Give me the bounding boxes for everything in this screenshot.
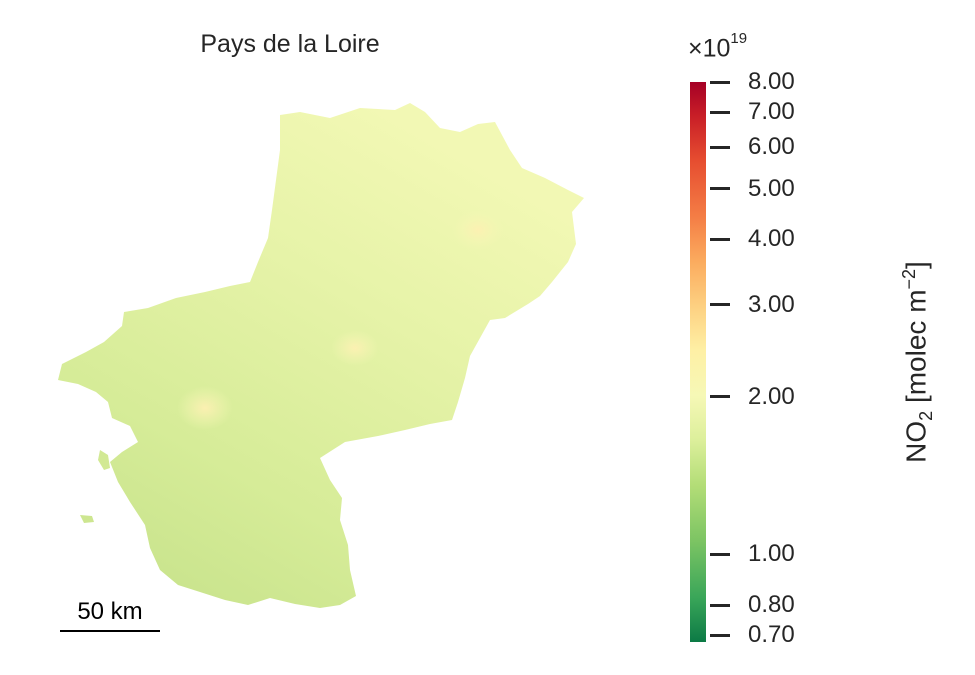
colorbar-tick-label: 2.00 bbox=[748, 382, 795, 410]
colorbar-tick-label: 6.00 bbox=[748, 133, 795, 161]
label-sup: −2 bbox=[899, 268, 920, 290]
colorbar-multiplier: ×1019 bbox=[688, 30, 747, 63]
colorbar-tick bbox=[710, 603, 730, 607]
hotspot-nantes bbox=[177, 386, 233, 430]
label-end: ] bbox=[900, 261, 932, 269]
colorbar-tick-label: 0.70 bbox=[748, 621, 795, 649]
label-sub: 2 bbox=[915, 410, 936, 421]
colorbar-tick bbox=[710, 145, 730, 149]
region-shape bbox=[58, 103, 584, 608]
label-main: NO bbox=[900, 420, 932, 463]
colorbar-tick bbox=[710, 237, 730, 241]
colorbar-tick bbox=[710, 187, 730, 191]
colorbar-tick-label: 5.00 bbox=[748, 174, 795, 202]
multiplier-exponent: 19 bbox=[730, 30, 748, 47]
colorbar-tick bbox=[710, 110, 730, 114]
colorbar-tick bbox=[710, 633, 730, 637]
colorbar-tick bbox=[710, 303, 730, 307]
colorbar-tick bbox=[710, 395, 730, 399]
colorbar-tick bbox=[710, 80, 730, 84]
hotspot-angers bbox=[331, 330, 379, 366]
colorbar-tick-label: 8.00 bbox=[748, 68, 795, 95]
scale-bar: 50 km bbox=[60, 598, 160, 632]
colorbar-tick-label: 1.00 bbox=[748, 540, 795, 568]
scale-bar-label: 50 km bbox=[77, 598, 143, 625]
scale-bar-line bbox=[60, 630, 160, 632]
colorbar bbox=[690, 82, 706, 642]
colorbar-tick-label: 7.00 bbox=[748, 98, 795, 126]
colorbar-tick-label: 4.00 bbox=[748, 225, 795, 253]
island-yeu bbox=[80, 515, 94, 523]
colorbar-tick-label: 3.00 bbox=[748, 290, 795, 318]
island-noirmoutier bbox=[98, 450, 110, 470]
colorbar-tick bbox=[710, 552, 730, 556]
map-title: Pays de la Loire bbox=[200, 30, 380, 58]
label-unit: [molec m bbox=[900, 289, 932, 411]
hotspot-lemans bbox=[452, 210, 504, 250]
colorbar-label: NO2 [molec m−2] bbox=[899, 261, 937, 463]
region-map bbox=[58, 103, 584, 608]
colorbar-tick-label: 0.80 bbox=[748, 591, 795, 619]
multiplier-base: ×10 bbox=[688, 34, 731, 63]
